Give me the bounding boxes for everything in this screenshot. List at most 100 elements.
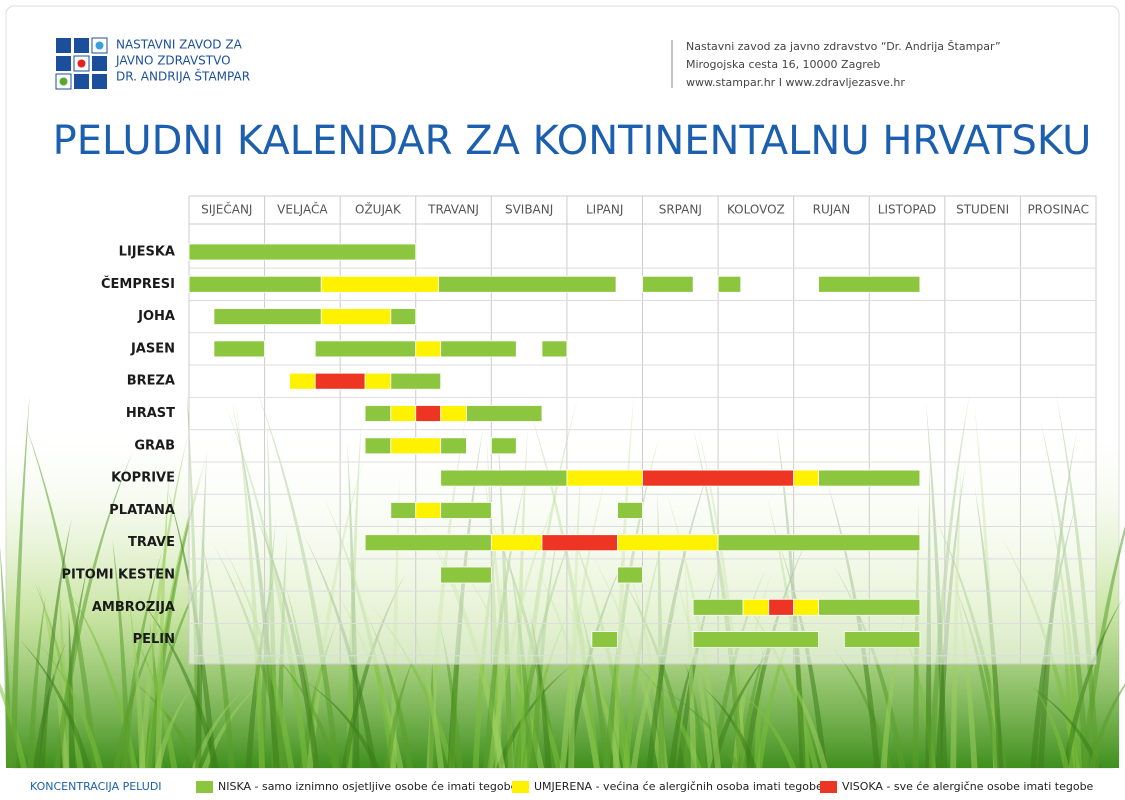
row-label: PITOMI KESTEN	[61, 568, 175, 583]
row-label: JOHA	[137, 309, 175, 324]
pollen-bar	[643, 276, 694, 292]
pollen-bar	[214, 309, 321, 325]
pollen-bar	[819, 276, 920, 292]
logo-text: NASTAVNI ZAVOD ZA	[116, 38, 243, 52]
row-label: PLATANA	[109, 503, 175, 518]
month-label: SRPANJ	[659, 203, 702, 217]
pollen-bar	[643, 470, 794, 486]
legend-description: - većina će alergičnih osoba imati tegob…	[592, 780, 823, 793]
pollen-bar	[391, 406, 416, 422]
pollen-bar	[441, 470, 567, 486]
pollen-bar	[794, 599, 819, 615]
month-label: TRAVANJ	[427, 203, 479, 217]
pollen-bar	[438, 276, 616, 292]
pollen-bar	[416, 502, 441, 518]
pollen-bar	[718, 535, 920, 551]
pollen-bar	[391, 309, 416, 325]
row-label: AMBROZIJA	[92, 600, 175, 615]
pollen-bar	[441, 406, 467, 422]
pollen-bar	[592, 632, 618, 648]
month-label: LIPANJ	[586, 203, 623, 217]
address: Mirogojska cesta 16, 10000 Zagreb	[686, 58, 880, 71]
pollen-bar	[466, 406, 542, 422]
month-label: KOLOVOZ	[727, 203, 785, 217]
pollen-bar	[769, 599, 794, 615]
row-label: PELIN	[133, 632, 175, 647]
pollen-bar	[391, 373, 441, 389]
pollen-bar	[491, 438, 516, 454]
pollen-bar	[693, 599, 743, 615]
pollen-bar	[391, 438, 441, 454]
legend-swatch	[820, 781, 837, 793]
pollen-bar	[189, 244, 416, 260]
month-label: RUJAN	[813, 203, 851, 217]
pollen-bar	[567, 470, 643, 486]
pollen-bar	[542, 341, 567, 357]
pollen-bar	[315, 373, 365, 389]
pollen-bar	[321, 276, 438, 292]
logo-text: JAVNO ZDRAVSTVO	[115, 54, 231, 68]
legend-name: UMJERENA	[534, 780, 593, 793]
pollen-bar	[391, 502, 416, 518]
legend-title: KONCENTRACIJA PELUDI	[30, 780, 162, 793]
logo-text: DR. ANDRIJA ŠTAMPAR	[116, 69, 250, 84]
pollen-bar	[618, 535, 719, 551]
row-label: GRAB	[134, 438, 175, 453]
pollen-bar	[844, 632, 920, 648]
poster: NASTAVNI ZAVOD ZA JAVNO ZDRAVSTVO DR. AN…	[0, 0, 1125, 796]
pollen-bar	[416, 406, 441, 422]
month-label: LISTOPAD	[878, 203, 937, 217]
pollen-bar	[491, 535, 542, 551]
legend-description: - samo iznimno osjetljive osobe će imati…	[251, 780, 518, 793]
logo	[56, 38, 107, 89]
legend-label: NISKA - samo iznimno osjetljive osobe će…	[218, 780, 518, 793]
pollen-bar	[441, 341, 517, 357]
legend-name: VISOKA	[842, 780, 883, 793]
pollen-bar	[618, 502, 643, 518]
legend-name: NISKA	[218, 780, 251, 793]
legend-description: - sve će alergične osobe imati tegobe	[883, 780, 1094, 793]
chart-title: PELUDNI KALENDAR ZA KONTINENTALNU HRVATS…	[53, 118, 1092, 164]
pollen-bar	[542, 535, 618, 551]
pollen-bar	[693, 632, 818, 648]
pollen-bar	[189, 276, 321, 292]
pollen-bar	[416, 341, 441, 357]
pollen-bar	[365, 373, 391, 389]
month-label: OŽUJAK	[355, 202, 402, 217]
row-label: ČEMPRESI	[101, 276, 175, 292]
row-label: BREZA	[127, 374, 175, 389]
legend-label: UMJERENA - većina će alergičnih osoba im…	[534, 780, 823, 793]
row-label: HRAST	[126, 406, 175, 421]
pollen-bar	[441, 567, 492, 583]
pollen-bar	[743, 599, 769, 615]
pollen-bar	[315, 341, 416, 357]
month-label: SVIBANJ	[505, 203, 553, 217]
pollen-bar	[441, 502, 492, 518]
pollen-bar	[618, 567, 643, 583]
pollen-bar	[718, 276, 741, 292]
address: Nastavni zavod za javno zdravstvo “Dr. A…	[686, 40, 1001, 53]
row-label: JASEN	[130, 341, 175, 356]
row-label: KOPRIVE	[111, 471, 175, 486]
month-label: PROSINAC	[1027, 203, 1089, 217]
row-label: LIJESKA	[119, 245, 175, 260]
pollen-bar	[214, 341, 265, 357]
pollen-bar	[365, 406, 391, 422]
address: www.stampar.hr I www.zdravljezasve.hr	[686, 76, 905, 89]
month-label: STUDENI	[956, 203, 1009, 217]
pollen-bar	[794, 470, 819, 486]
page: NASTAVNI ZAVOD ZA JAVNO ZDRAVSTVO DR. AN…	[0, 0, 1125, 796]
pollen-bar	[290, 373, 316, 389]
month-label: SIJEČANJ	[201, 202, 252, 217]
pollen-bar	[365, 535, 491, 551]
pollen-bar	[321, 309, 391, 325]
legend-swatch	[512, 781, 529, 793]
pollen-bar	[441, 438, 467, 454]
pollen-bar	[819, 470, 920, 486]
pollen-bar	[365, 438, 391, 454]
pollen-bar	[819, 599, 920, 615]
legend-swatch	[196, 781, 213, 793]
legend-label: VISOKA - sve će alergične osobe imati te…	[842, 780, 1094, 793]
row-label: TRAVE	[128, 535, 175, 550]
month-label: VELJAČA	[277, 202, 328, 217]
